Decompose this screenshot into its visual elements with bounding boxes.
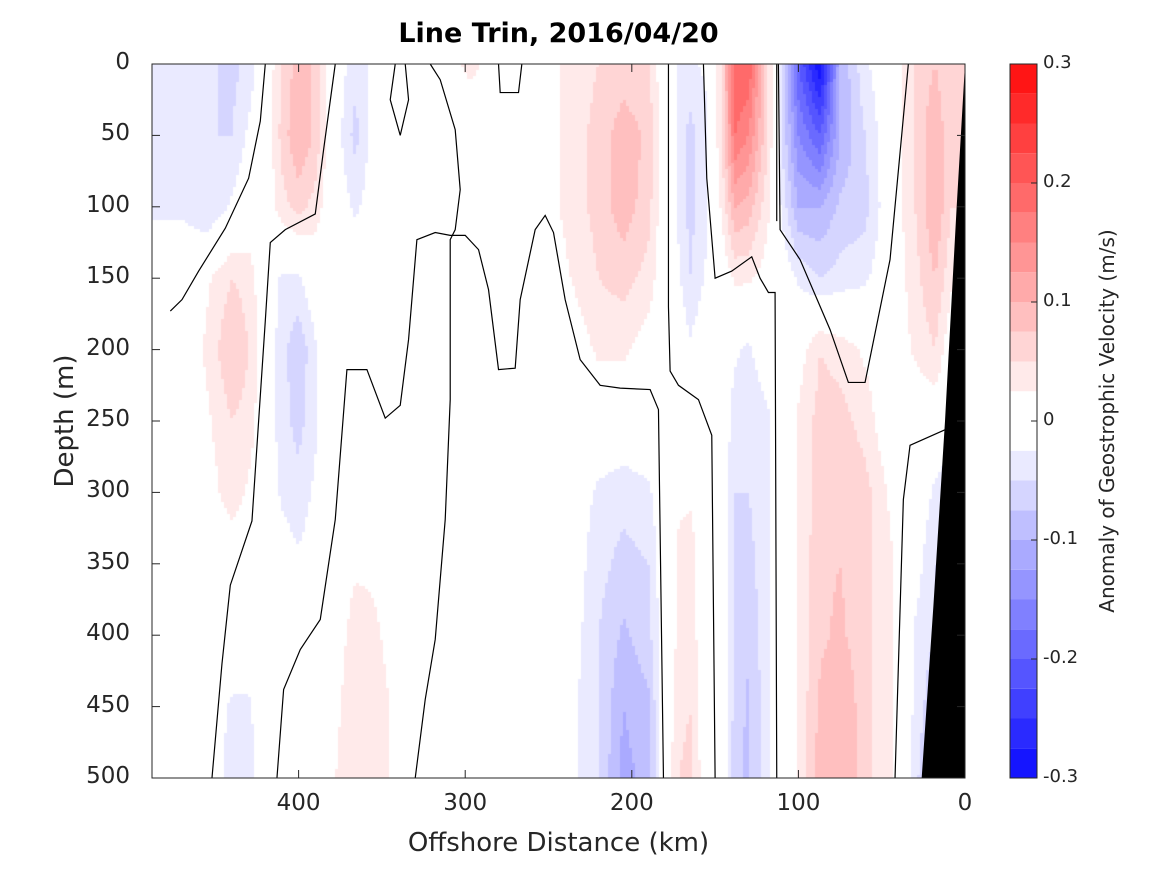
- colorbar-tick-label: 0: [1043, 409, 1055, 430]
- x-tick-label: 300: [443, 790, 488, 816]
- colorbar-band: [1010, 688, 1037, 719]
- colorbar-band: [1010, 718, 1037, 749]
- zero-contour-line: [211, 63, 336, 779]
- x-tick-label: 200: [609, 790, 654, 816]
- y-tick-label: 400: [86, 620, 130, 647]
- colorbar-tick-label: -0.2: [1043, 647, 1079, 668]
- zero-contour-line: [169, 63, 266, 312]
- zero-contour-line: [497, 63, 523, 94]
- colorbar-band: [1010, 659, 1037, 689]
- y-tick-label: 450: [86, 691, 130, 718]
- colorbar-band: [1010, 242, 1037, 273]
- colorbar-band: [1010, 391, 1037, 421]
- x-axis-label: Offshore Distance (km): [407, 828, 710, 858]
- x-tick-label: 400: [276, 790, 321, 816]
- zero-contour-line: [894, 424, 956, 779]
- y-tick-label: 500: [86, 763, 130, 789]
- zero-contour-line: [777, 63, 909, 384]
- colorbar-band: [1010, 153, 1037, 183]
- colorbar-tick-label: -0.1: [1043, 528, 1079, 549]
- zero-contour-line: [276, 214, 665, 779]
- colorbar-band: [1010, 183, 1037, 213]
- colorbar-band: [1010, 748, 1037, 778]
- colorbar-band: [1010, 212, 1037, 243]
- colorbar-tick-label: 0.1: [1043, 290, 1072, 311]
- axis-ticks: [152, 63, 966, 779]
- y-tick-label: 250: [86, 406, 130, 432]
- y-tick-label: 50: [100, 120, 130, 147]
- colorbar-band: [1010, 569, 1037, 600]
- colorbar: [1009, 63, 1038, 779]
- colorbar-band: [1010, 64, 1037, 94]
- colorbar-band: [1010, 450, 1037, 481]
- y-tick-label: 0: [115, 49, 130, 75]
- chart-title: Line Trin, 2016/04/20: [398, 18, 719, 49]
- axes-box: [151, 63, 966, 779]
- colorbar-band: [1010, 361, 1037, 392]
- colorbar-band: [1010, 272, 1037, 302]
- y-axis-label: Depth (m): [50, 354, 80, 488]
- zero-contour-line: [414, 63, 461, 779]
- y-tick-label: 100: [86, 191, 130, 218]
- colorbar-band: [1010, 123, 1037, 154]
- colorbar-band: [1010, 421, 1037, 451]
- colorbar-tick-label: -0.3: [1043, 766, 1079, 787]
- colorbar-band: [1010, 599, 1037, 630]
- colorbar-band: [1010, 510, 1037, 540]
- y-tick-label: 350: [86, 548, 130, 575]
- zero-contour-lines: [169, 63, 956, 779]
- colorbar-band: [1010, 629, 1037, 659]
- zero-contour-line: [667, 64, 716, 779]
- y-tick-label: 300: [86, 477, 130, 504]
- colorbar-band: [1010, 480, 1037, 511]
- y-tick-label: 200: [86, 334, 130, 361]
- x-tick-label: 100: [776, 790, 821, 816]
- colorbar-tick-label: 0.3: [1043, 52, 1072, 73]
- y-tick-label: 150: [86, 263, 130, 290]
- velocity-contour-fill: [152, 64, 965, 778]
- zero-contour-line: [389, 63, 410, 136]
- colorbar-band: [1010, 331, 1037, 362]
- colorbar-label: Anomaly of Geostrophic Velocity (m/s): [1095, 229, 1119, 613]
- colorbar-band: [1010, 540, 1037, 570]
- bathymetry-bottom: [921, 64, 965, 778]
- zero-contour-line: [702, 63, 778, 779]
- colorbar-band: [1010, 302, 1037, 332]
- colorbar-band: [1010, 93, 1037, 124]
- x-tick-label: 0: [957, 790, 973, 816]
- colorbar-tick-label: 0.2: [1043, 171, 1072, 192]
